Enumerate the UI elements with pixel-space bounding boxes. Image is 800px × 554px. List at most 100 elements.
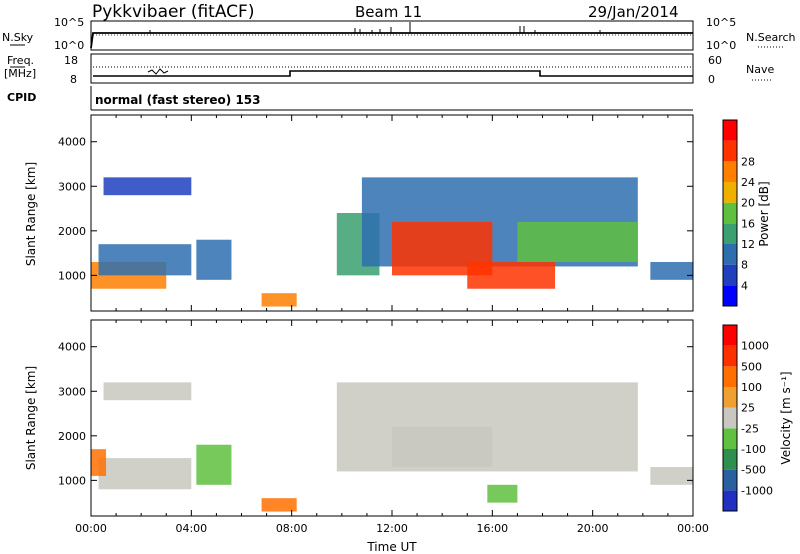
sky-right-tick-top: 10^5 bbox=[706, 16, 736, 29]
station-title: Pykkvibaer (fitACF) bbox=[92, 2, 254, 22]
y-tick-label: 2000 bbox=[58, 225, 86, 238]
velocity-colorbar-label: Velocity [m s⁻¹] bbox=[779, 371, 793, 464]
data-region bbox=[261, 293, 297, 307]
freq-trace bbox=[93, 70, 693, 77]
data-region bbox=[517, 221, 638, 262]
data-region bbox=[392, 426, 493, 467]
x-tick-label: 04:00 bbox=[175, 522, 207, 535]
colorbar-tick-label: -500 bbox=[741, 464, 766, 477]
sky-trace bbox=[90, 32, 693, 49]
power-heatmap-regions bbox=[91, 177, 693, 307]
colorbar-swatch bbox=[723, 428, 737, 449]
colorbar-swatch bbox=[723, 120, 737, 141]
velocity-axis-ticks: 1000 2000 3000 4000 00:00 04:00 08:00 12:00 16:0… bbox=[58, 320, 709, 535]
colorbar-swatch bbox=[723, 345, 737, 367]
beam-title: Beam 11 bbox=[355, 3, 422, 21]
colorbar-frame bbox=[722, 324, 738, 512]
freq-label-top: Freq. bbox=[7, 54, 34, 67]
colorbar-tick-label: -25 bbox=[741, 422, 759, 435]
sky-left-tick-bottom: 10^0 bbox=[54, 39, 84, 52]
sky-left-label: N.Sky bbox=[2, 31, 34, 44]
colorbar-tick-label: 24 bbox=[741, 176, 755, 189]
power-axis-ticks: 1000 2000 3000 4000 bbox=[58, 115, 694, 311]
colorbar-swatch bbox=[723, 140, 737, 162]
cpid-label: CPID bbox=[7, 91, 36, 104]
freq-label-unit: [MHz] bbox=[4, 67, 36, 80]
colorbar-tick-label: -100 bbox=[741, 443, 766, 456]
power-colorbar-label: Power [dB] bbox=[757, 181, 771, 246]
colorbar-swatch bbox=[723, 182, 737, 203]
data-region bbox=[650, 467, 693, 485]
colorbar-swatch bbox=[723, 264, 737, 286]
data-region bbox=[91, 449, 107, 476]
colorbar-tick-label: 16 bbox=[741, 217, 755, 230]
x-tick-label: 12:00 bbox=[376, 522, 408, 535]
colorbar-swatch bbox=[723, 449, 737, 470]
colorbar-tick-label: 28 bbox=[741, 155, 755, 168]
data-region bbox=[103, 382, 192, 401]
colorbar-tick-label: 500 bbox=[741, 360, 762, 373]
velocity-heatmap-regions bbox=[91, 382, 693, 512]
data-region bbox=[196, 239, 232, 280]
data-region bbox=[98, 458, 192, 490]
time-xlabel: Time UT bbox=[366, 540, 417, 554]
nave-label: Nave bbox=[746, 63, 774, 76]
x-tick-label: 20:00 bbox=[577, 522, 609, 535]
cpid-text: normal (fast stereo) 153 bbox=[95, 93, 261, 107]
colorbar-tick-label: 25 bbox=[741, 402, 755, 415]
power-colorbar: 4 8 12 16 20 24 28 bbox=[722, 119, 755, 307]
data-region bbox=[467, 262, 556, 289]
y-tick-label: 3000 bbox=[58, 180, 86, 193]
colorbar-swatch bbox=[723, 325, 737, 346]
colorbar-frame bbox=[722, 119, 738, 307]
x-tick-label: 08:00 bbox=[276, 522, 308, 535]
colorbar-tick-label: 1000 bbox=[741, 340, 769, 353]
nave-wiggle bbox=[147, 68, 169, 75]
velocity-ylabel: Slant Range [km] bbox=[24, 366, 38, 470]
colorbar-tick-label: 100 bbox=[741, 381, 762, 394]
freq-right-tick-bottom: 0 bbox=[708, 73, 715, 86]
colorbar-swatch bbox=[723, 202, 737, 224]
velocity-panel: 1000 2000 3000 4000 00:00 04:00 08:00 12:00 16:0… bbox=[24, 319, 793, 554]
data-region bbox=[650, 262, 693, 280]
x-tick-label: 16:00 bbox=[476, 522, 508, 535]
sky-spikes bbox=[149, 22, 601, 33]
data-region bbox=[196, 444, 232, 485]
y-tick-label: 4000 bbox=[58, 136, 86, 149]
freq-left-tick-bottom: 8 bbox=[70, 73, 77, 86]
velocity-colorbar: 1000 500 100 25 -25 -100 -500 -1000 bbox=[722, 324, 773, 512]
sky-panel: N.Sky 10^5 10^0 10^5 10^0 N.Search bbox=[2, 16, 796, 52]
colorbar-tick-label: 4 bbox=[741, 279, 748, 292]
colorbar-swatch bbox=[723, 244, 737, 265]
y-tick-label: 3000 bbox=[58, 385, 86, 398]
frequency-panel: Freq. [MHz] 18 8 60 0 Nave bbox=[4, 53, 774, 86]
sky-right-label: N.Search bbox=[746, 31, 796, 44]
date-title: 29/Jan/2014 bbox=[588, 3, 679, 21]
colorbar-tick-label: -1000 bbox=[741, 484, 773, 497]
colorbar-swatch bbox=[723, 285, 737, 306]
colorbar-tick-label: 12 bbox=[741, 238, 755, 251]
sky-right-tick-bottom: 10^0 bbox=[706, 39, 736, 52]
colorbar-swatch bbox=[723, 366, 737, 387]
y-tick-label: 2000 bbox=[58, 430, 86, 443]
data-region bbox=[261, 498, 297, 512]
data-region bbox=[98, 244, 192, 276]
colorbar-swatch bbox=[723, 223, 737, 244]
data-region bbox=[103, 177, 192, 196]
colorbar-swatch bbox=[723, 407, 737, 429]
data-region bbox=[487, 484, 518, 503]
colorbar-swatch bbox=[723, 490, 737, 511]
colorbar-swatch bbox=[723, 469, 737, 491]
sky-panel-frame bbox=[90, 20, 694, 51]
colorbar-swatch bbox=[723, 387, 737, 408]
y-tick-label: 4000 bbox=[58, 341, 86, 354]
colorbar-tick-label: 8 bbox=[741, 259, 748, 272]
y-tick-label: 1000 bbox=[58, 269, 86, 282]
freq-left-tick-top: 18 bbox=[64, 54, 78, 67]
sky-left-tick-top: 10^5 bbox=[54, 16, 84, 29]
power-ylabel: Slant Range [km] bbox=[24, 162, 38, 266]
y-tick-label: 1000 bbox=[58, 474, 86, 487]
freq-right-tick-top: 60 bbox=[708, 54, 722, 67]
x-tick-label: 00:00 bbox=[75, 522, 107, 535]
